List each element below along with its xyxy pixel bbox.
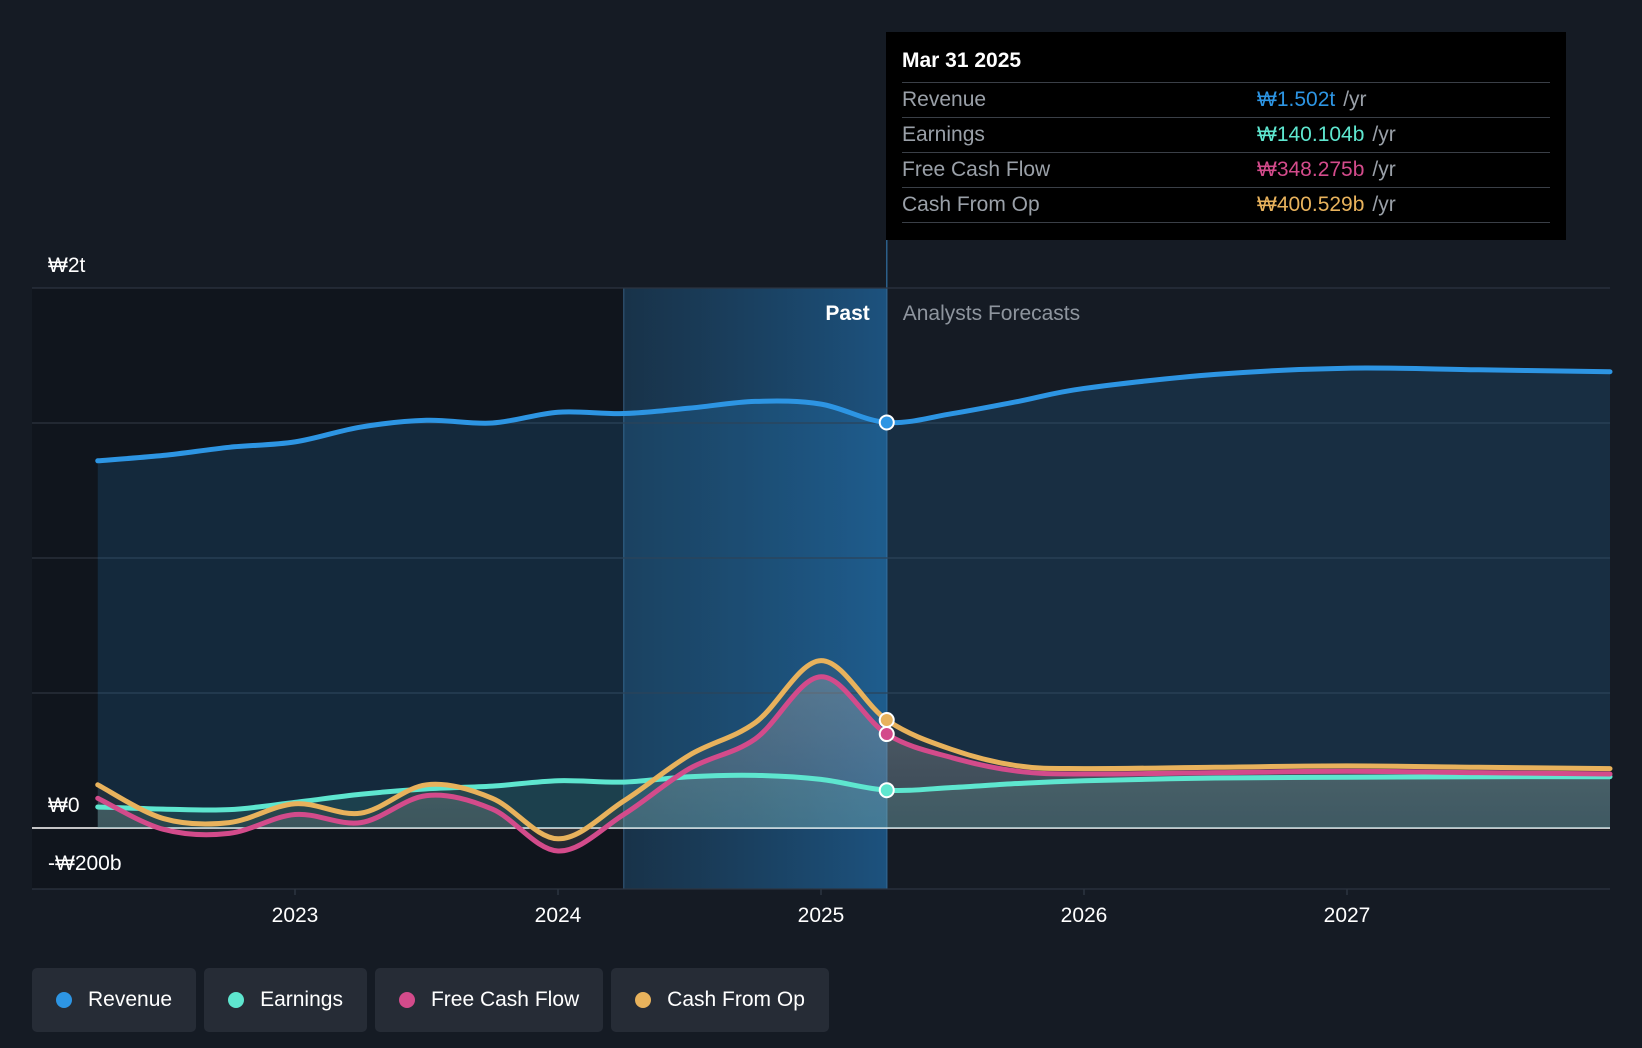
tooltip-value: ₩400.529b (1257, 193, 1365, 216)
legend-item-fcf[interactable]: Free Cash Flow (374, 968, 604, 1032)
tooltip-unit: /yr (1343, 88, 1367, 111)
tooltip-label: Cash From Op (902, 193, 1040, 216)
tooltip-value: ₩1.502t (1257, 88, 1336, 111)
data-point-revenue (878, 414, 895, 431)
y-tick-label: -₩200b (48, 852, 122, 875)
revenue-dot-icon (56, 992, 72, 1008)
x-tick-label: 2023 (272, 904, 319, 927)
earnings-dot-icon (228, 992, 245, 1008)
tooltip-row-cfo: Cash From Op ₩400.529b /yr (902, 187, 1550, 223)
series-line-fcf (95, 674, 1613, 854)
tooltip-label: Earnings (902, 123, 985, 146)
tooltip-label: Free Cash Flow (902, 158, 1051, 181)
tooltip-value: ₩348.275b (1257, 158, 1365, 181)
tooltip-date: Mar 31 2025 (902, 49, 1022, 72)
tooltip-value: ₩140.104b (1257, 123, 1365, 146)
legend-item-earnings[interactable]: Earnings (204, 968, 367, 1032)
legend: Revenue Earnings Free Cash Flow Cash Fro… (32, 968, 829, 1032)
legend-label: Cash From Op (667, 988, 805, 1011)
area-revenue (97, 368, 1610, 828)
data-point-earnings (878, 782, 895, 799)
data-point-cfo (878, 712, 895, 728)
past-label: Past (825, 302, 869, 325)
series-line-cfo (95, 658, 1613, 842)
y-tick-label: ₩0 (48, 794, 80, 817)
tooltip-unit: /yr (1372, 123, 1396, 146)
legend-label: Free Cash Flow (430, 988, 580, 1011)
tooltip-row-revenue: Revenue ₩1.502t /yr (902, 82, 1550, 117)
x-tick-label: 2025 (798, 904, 845, 927)
series-line-revenue (95, 365, 1613, 464)
data-point-fcf (878, 726, 895, 743)
tooltip: Mar 31 2025 Revenue ₩1.502t /yr Earnings… (886, 32, 1566, 240)
series-line-earnings (95, 772, 1613, 813)
x-tick-label: 2024 (535, 904, 582, 927)
legend-item-cfo[interactable]: Cash From Op (611, 968, 829, 1032)
x-tick-label: 2027 (1324, 904, 1371, 927)
tooltip-unit: /yr (1372, 158, 1396, 181)
fcf-dot-icon (398, 992, 415, 1008)
y-tick-label: ₩2t (48, 254, 86, 277)
legend-label: Revenue (88, 988, 173, 1011)
past-region (32, 288, 624, 889)
x-tick-label: 2026 (1061, 904, 1108, 927)
forecast-label: Analysts Forecasts (903, 302, 1080, 325)
tooltip-label: Revenue (902, 88, 987, 111)
cfo-dot-icon (635, 992, 652, 1008)
legend-label: Earnings (260, 988, 343, 1011)
tooltip-row-fcf: Free Cash Flow ₩348.275b /yr (902, 152, 1550, 187)
legend-item-revenue[interactable]: Revenue (32, 968, 197, 1032)
tooltip-row-earnings: Earnings ₩140.104b /yr (902, 117, 1550, 152)
tooltip-unit: /yr (1372, 193, 1396, 216)
area-fcf (97, 676, 1610, 851)
